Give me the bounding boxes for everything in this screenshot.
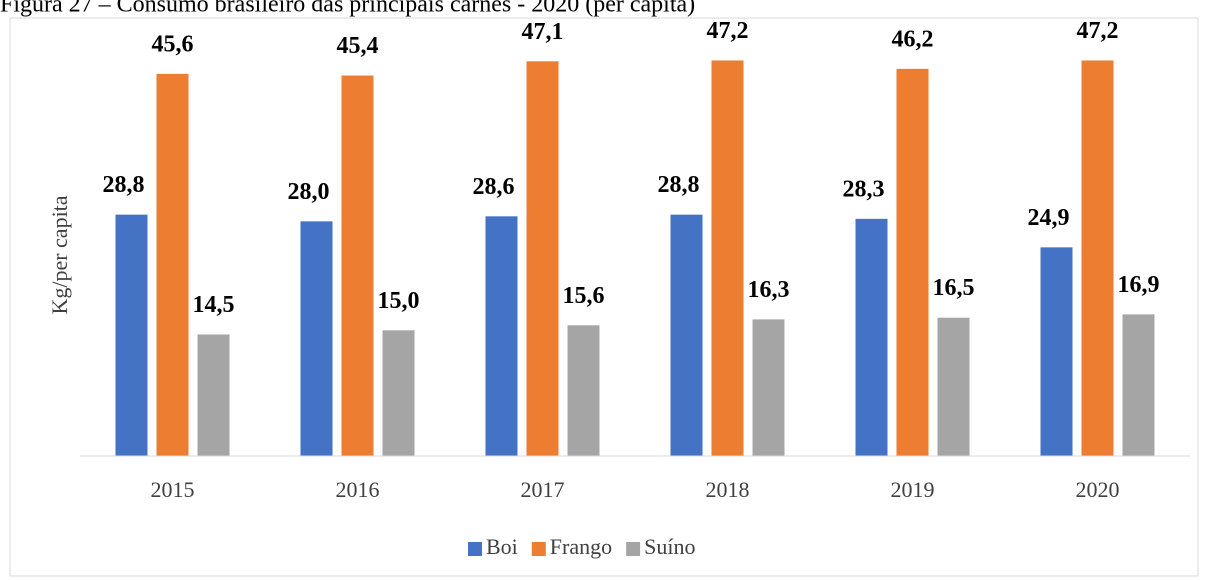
bar [855, 218, 888, 456]
x-tick-label: 2016 [336, 477, 380, 502]
legend-label: Frango [550, 534, 612, 559]
legend-swatch [626, 542, 641, 556]
x-tick-label: 2018 [706, 477, 750, 502]
data-label: 28,8 [658, 172, 700, 198]
bar [300, 221, 333, 456]
bar [567, 325, 600, 456]
chart-border [9, 17, 1199, 577]
chart-title: Figura 27 – Consumo brasileiro das princ… [0, 0, 695, 18]
data-label: 45,6 [152, 31, 194, 57]
bar [197, 334, 230, 456]
bar [382, 330, 415, 456]
data-label: 28,3 [843, 176, 885, 202]
data-label: 28,0 [288, 179, 330, 205]
data-label: 47,1 [522, 19, 564, 45]
legend-label: Boi [486, 534, 518, 559]
x-tick-label: 2017 [521, 477, 565, 502]
data-label: 46,2 [892, 26, 934, 52]
bar [115, 214, 148, 456]
data-label: 15,0 [378, 288, 420, 314]
data-label: 16,9 [1118, 272, 1160, 298]
bar [670, 214, 703, 456]
data-label: 16,3 [748, 277, 790, 303]
data-label: 47,2 [1077, 18, 1119, 44]
x-tick-label: 2015 [151, 477, 195, 502]
legend-swatch [531, 542, 546, 556]
x-tick-label: 2019 [891, 477, 935, 502]
bar [711, 60, 744, 457]
data-label: 14,5 [193, 292, 235, 318]
bar [752, 319, 785, 456]
legend-swatch [468, 542, 482, 556]
data-label: 47,2 [707, 18, 749, 44]
data-label: 15,6 [563, 283, 605, 309]
bar [896, 68, 929, 457]
bar [1040, 247, 1073, 456]
legend-label: Suíno [644, 534, 695, 559]
bar [1081, 60, 1114, 457]
bar [341, 75, 374, 456]
data-label: 28,8 [103, 172, 145, 198]
bar [485, 216, 518, 456]
bar [937, 317, 970, 456]
bar [156, 73, 189, 456]
x-tick-label: 2020 [1076, 477, 1120, 502]
data-label: 24,9 [1028, 205, 1070, 231]
data-label: 16,5 [933, 275, 975, 301]
data-label: 28,6 [473, 174, 515, 200]
data-label: 45,4 [337, 33, 379, 59]
bar [526, 61, 559, 456]
y-axis-label: Kg/per capita [47, 195, 72, 314]
bar [1122, 314, 1155, 456]
